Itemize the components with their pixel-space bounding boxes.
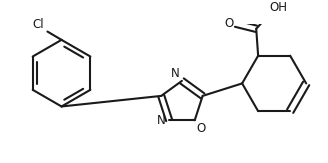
Text: Cl: Cl [32, 18, 44, 31]
Text: O: O [196, 122, 205, 135]
Text: N: N [156, 114, 165, 127]
Text: OH: OH [270, 1, 288, 14]
Text: N: N [171, 67, 179, 80]
Text: O: O [224, 16, 233, 30]
